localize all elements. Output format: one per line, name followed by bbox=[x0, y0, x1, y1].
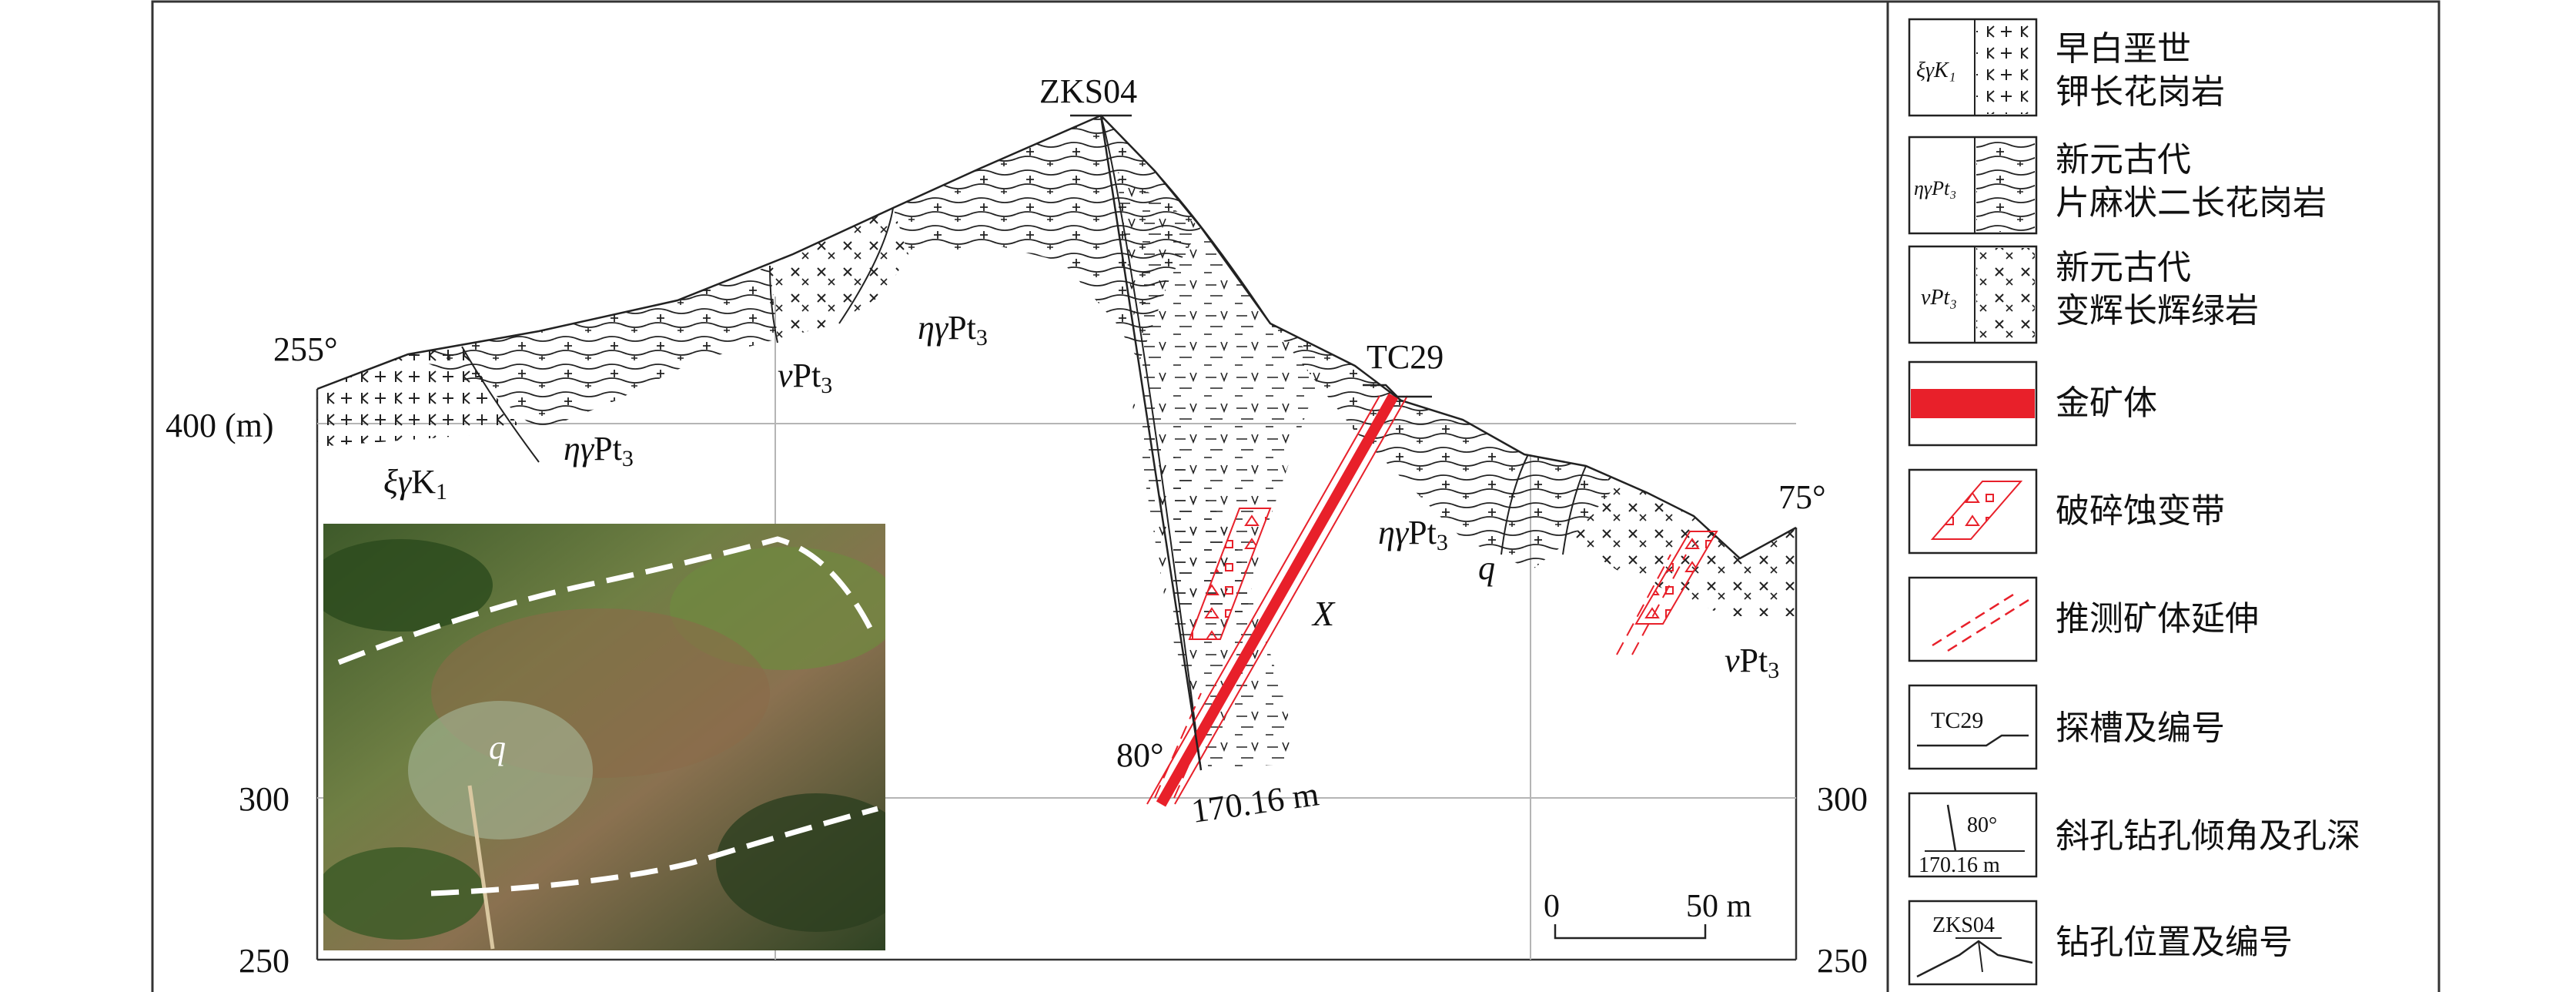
svg-text:片麻状二长花岗岩: 片麻状二长花岗岩 bbox=[2056, 183, 2327, 223]
unit-label-k-feldspar-granite: ξγK1 bbox=[383, 463, 447, 504]
svg-text:推测矿体延伸: 推测矿体延伸 bbox=[2056, 599, 2259, 638]
svg-text:破碎蚀变带: 破碎蚀变带 bbox=[2056, 491, 2225, 531]
legend-item-trench: TC29 探槽及编号 bbox=[1908, 684, 2225, 770]
drill-depth-label: 170.16 m bbox=[1189, 775, 1321, 830]
drill-angle-label: 80° bbox=[1116, 736, 1164, 774]
trench-label: TC29 bbox=[1367, 338, 1444, 376]
svg-text:170.16 m: 170.16 m bbox=[1919, 853, 2000, 877]
scale-bar: 0 50 m bbox=[1544, 889, 1752, 940]
unit-label-metagabbro-west: νPt3 bbox=[778, 357, 832, 398]
fault-wedge-zone bbox=[1116, 171, 1324, 616]
unit-label-gneissic-granite-west: ηγPt3 bbox=[564, 430, 634, 471]
geology-body bbox=[317, 116, 1796, 616]
geological-contacts bbox=[461, 115, 1587, 771]
svg-text:新元古代: 新元古代 bbox=[2056, 248, 2191, 287]
svg-text:TC29: TC29 bbox=[1931, 708, 1983, 733]
azimuth-left-label: 255° bbox=[273, 330, 338, 368]
legend: ξγK₁ 早白垩世 钾长花岗岩 ηγPt₃ 新元古代 片麻状二长花岗岩 νPt₃… bbox=[1908, 18, 2360, 986]
orebody-border-b bbox=[1174, 395, 1408, 805]
svg-text:金矿体: 金矿体 bbox=[2056, 384, 2157, 423]
elevation-400-label: 400 (m) bbox=[166, 407, 274, 444]
legend-item-drill-hole-location: ZKS04 钻孔位置及编号 bbox=[1908, 900, 2293, 986]
unit-label-gneissic-granite-east: ηγPt3 bbox=[1378, 514, 1448, 555]
svg-text:探槽及编号: 探槽及编号 bbox=[2056, 709, 2225, 748]
photo-quartz-label: q bbox=[489, 729, 506, 766]
photo-vein-boundary-lower bbox=[430, 806, 878, 896]
alteration-zone-east bbox=[1634, 531, 1718, 625]
svg-text:钻孔位置及编号: 钻孔位置及编号 bbox=[2056, 923, 2293, 962]
svg-text:ZKS04: ZKS04 bbox=[1932, 913, 1995, 937]
unit-label-gneissic-granite-central: ηγPt3 bbox=[918, 309, 988, 350]
drill-hole-label: ZKS04 bbox=[1039, 72, 1137, 110]
outer-frame bbox=[151, 0, 2441, 992]
photo-vein-boundary-upper bbox=[337, 536, 873, 665]
legend-item-inclined-drill-hole: 80° 170.16 m 斜孔钻孔倾角及孔深 bbox=[1908, 792, 2360, 878]
scale-end-label: 50 m bbox=[1686, 889, 1752, 924]
drill-hole-trace bbox=[1099, 115, 1203, 771]
azimuth-right-label: 75° bbox=[1778, 478, 1826, 516]
alteration-zone-west bbox=[1188, 508, 1272, 640]
svg-text:ηγPt₃: ηγPt₃ bbox=[1914, 177, 1956, 199]
legend-item-k-feldspar-granite: ξγK₁ 早白垩世 钾长花岗岩 bbox=[1908, 18, 2225, 117]
orebody-label: X bbox=[1311, 594, 1336, 633]
unit-label-metagabbro-east: νPt3 bbox=[1725, 642, 1779, 683]
orebody-border-a bbox=[1146, 395, 1380, 805]
scale-zero-label: 0 bbox=[1544, 889, 1560, 924]
svg-text:钾长花岗岩: 钾长花岗岩 bbox=[2056, 72, 2225, 112]
elevation-300-left-label: 300 bbox=[239, 780, 289, 818]
svg-text:ξγK₁: ξγK₁ bbox=[1916, 59, 1955, 82]
svg-text:新元古代: 新元古代 bbox=[2056, 140, 2191, 179]
legend-item-alteration-zone: 破碎蚀变带 bbox=[1908, 468, 2225, 555]
svg-text:νPt₃: νPt₃ bbox=[1921, 286, 1957, 310]
elevation-250-right-label: 250 bbox=[1817, 942, 1868, 980]
svg-text:变辉长辉绿岩: 变辉长辉绿岩 bbox=[2056, 291, 2259, 330]
gold-orebody bbox=[1156, 393, 1399, 807]
quartz-vein-label: q bbox=[1478, 549, 1495, 587]
svg-text:80°: 80° bbox=[1967, 813, 1997, 837]
legend-item-gneissic-granite: ηγPt₃ 新元古代 片麻状二长花岗岩 bbox=[1908, 136, 2327, 235]
gneissic-granite-unit-west bbox=[408, 266, 778, 431]
outcrop-photo-inset bbox=[323, 524, 885, 950]
gneissic-granite-unit-east bbox=[1270, 323, 1617, 570]
elevation-300-right-label: 300 bbox=[1817, 780, 1868, 818]
svg-text:早白垩世: 早白垩世 bbox=[2056, 29, 2191, 69]
legend-item-metagabbro: νPt₃ 新元古代 变辉长辉绿岩 bbox=[1908, 245, 2259, 344]
legend-item-inferred-extension: 推测矿体延伸 bbox=[1908, 576, 2259, 662]
svg-text:斜孔钻孔倾角及孔深: 斜孔钻孔倾角及孔深 bbox=[2056, 816, 2360, 856]
metagabbro-unit-west bbox=[770, 208, 908, 339]
legend-item-gold-orebody: 金矿体 bbox=[1908, 360, 2157, 447]
elevation-250-left-label: 250 bbox=[239, 942, 289, 980]
trench-marker bbox=[1363, 384, 1432, 398]
